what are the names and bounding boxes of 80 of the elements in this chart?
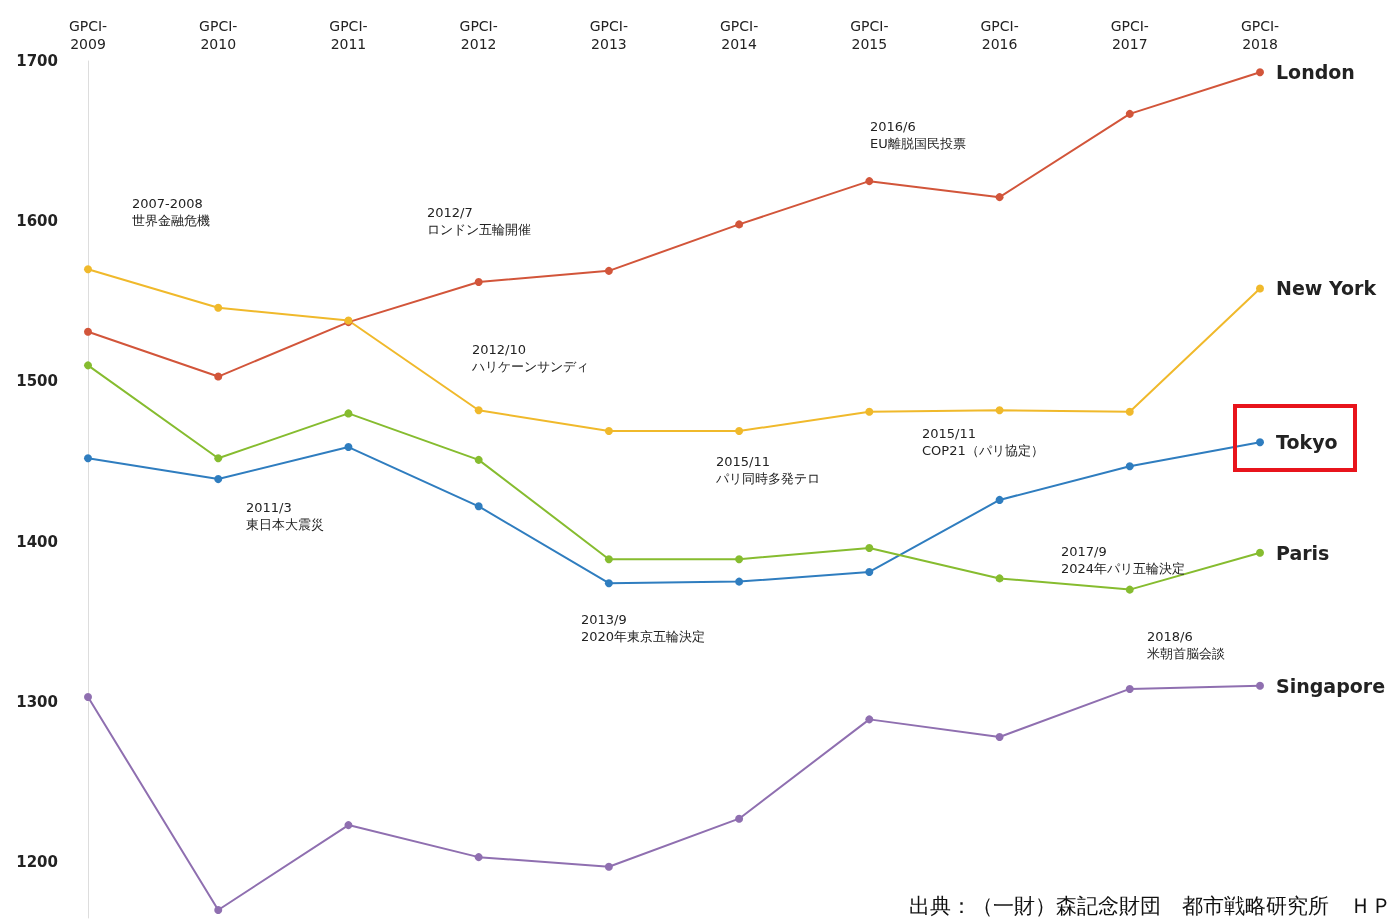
point bbox=[604, 555, 613, 564]
annotation: 出典：（一財）森記念財団 都市戦略研究所 ＨＰ bbox=[909, 893, 1392, 918]
point bbox=[995, 406, 1004, 415]
point bbox=[735, 577, 744, 586]
x-tick-label: GPCI- 2014 bbox=[719, 18, 759, 52]
series-label: London bbox=[1276, 61, 1355, 84]
y-tick-label: 1700 bbox=[16, 52, 58, 70]
point bbox=[865, 407, 874, 416]
point bbox=[735, 220, 744, 229]
point bbox=[995, 495, 1004, 504]
point bbox=[1256, 681, 1264, 690]
point bbox=[84, 327, 92, 336]
annotation: 2013/9 2020年東京五輪決定 bbox=[581, 612, 706, 644]
y-tick-label: 1200 bbox=[16, 852, 58, 871]
point bbox=[1256, 68, 1264, 77]
annotation: 2007-2008 世界金融危機 bbox=[132, 196, 210, 228]
point bbox=[474, 406, 483, 415]
point bbox=[474, 278, 483, 287]
point bbox=[1256, 284, 1264, 293]
point bbox=[474, 853, 483, 862]
point bbox=[735, 814, 744, 823]
point bbox=[995, 193, 1004, 202]
point bbox=[735, 555, 744, 564]
annotation: 2018/6 米朝首脳会談 bbox=[1147, 629, 1225, 661]
series-label: Singapore bbox=[1276, 674, 1386, 697]
point bbox=[474, 502, 483, 511]
point bbox=[1256, 548, 1264, 557]
x-tick-label: GPCI- 2013 bbox=[589, 18, 629, 52]
point bbox=[865, 543, 874, 552]
series-label: Paris bbox=[1276, 541, 1330, 564]
point bbox=[84, 361, 92, 370]
point bbox=[214, 475, 223, 484]
y-tick-label: 1600 bbox=[16, 212, 58, 231]
point bbox=[1256, 438, 1264, 447]
point bbox=[865, 177, 874, 186]
point bbox=[214, 303, 223, 312]
x-tick-label: GPCI- 2010 bbox=[199, 18, 238, 52]
annotation: 2012/7 ロンドン五輪開催 bbox=[427, 205, 531, 237]
annotation: 2012/10 ハリケーンサンディ bbox=[471, 342, 589, 374]
point bbox=[84, 265, 92, 274]
y-tick-label: 1400 bbox=[16, 532, 58, 551]
x-tick-label: GPCI- 2016 bbox=[980, 18, 1019, 52]
point bbox=[1125, 109, 1134, 118]
x-tick-label: GPCI- 2018 bbox=[1240, 18, 1280, 52]
annotation: 2011/3 東日本大震災 bbox=[246, 500, 324, 532]
series-label: Tokyo bbox=[1276, 431, 1338, 454]
annotation: 2017/9 2024年パリ五輪決定 bbox=[1061, 544, 1186, 576]
point bbox=[1125, 462, 1134, 471]
point bbox=[214, 372, 223, 381]
point bbox=[1125, 407, 1134, 416]
point bbox=[604, 862, 613, 871]
point bbox=[84, 454, 92, 463]
y-tick-label: 1300 bbox=[16, 692, 58, 711]
point bbox=[344, 409, 353, 418]
x-tick-label: GPCI- 2015 bbox=[850, 18, 889, 52]
series-label: New York bbox=[1276, 277, 1377, 300]
annotation: 2016/6 EU離脱国民投票 bbox=[870, 119, 966, 151]
point bbox=[604, 579, 613, 588]
annotation: 2015/11 COP21（パリ協定） bbox=[922, 426, 1044, 458]
x-tick-label: GPCI- 2012 bbox=[459, 18, 498, 52]
point bbox=[865, 568, 874, 576]
point bbox=[474, 455, 483, 464]
x-tick-label: GPCI- 2017 bbox=[1110, 18, 1149, 52]
point bbox=[865, 715, 874, 724]
point bbox=[604, 427, 613, 436]
point bbox=[344, 443, 353, 452]
point bbox=[1125, 684, 1134, 693]
point bbox=[604, 266, 613, 275]
point bbox=[84, 692, 92, 701]
point bbox=[995, 574, 1004, 583]
point bbox=[214, 905, 223, 914]
y-tick-label: 1500 bbox=[16, 372, 58, 391]
annotation: 2015/11 パリ同時多発テロ bbox=[715, 454, 820, 486]
point bbox=[1125, 585, 1134, 594]
point bbox=[214, 454, 223, 463]
x-tick-label: GPCI- 2011 bbox=[329, 18, 368, 52]
point bbox=[995, 732, 1004, 741]
x-tick-label: GPCI- 2009 bbox=[68, 18, 108, 52]
point bbox=[735, 427, 744, 436]
point bbox=[344, 821, 353, 830]
